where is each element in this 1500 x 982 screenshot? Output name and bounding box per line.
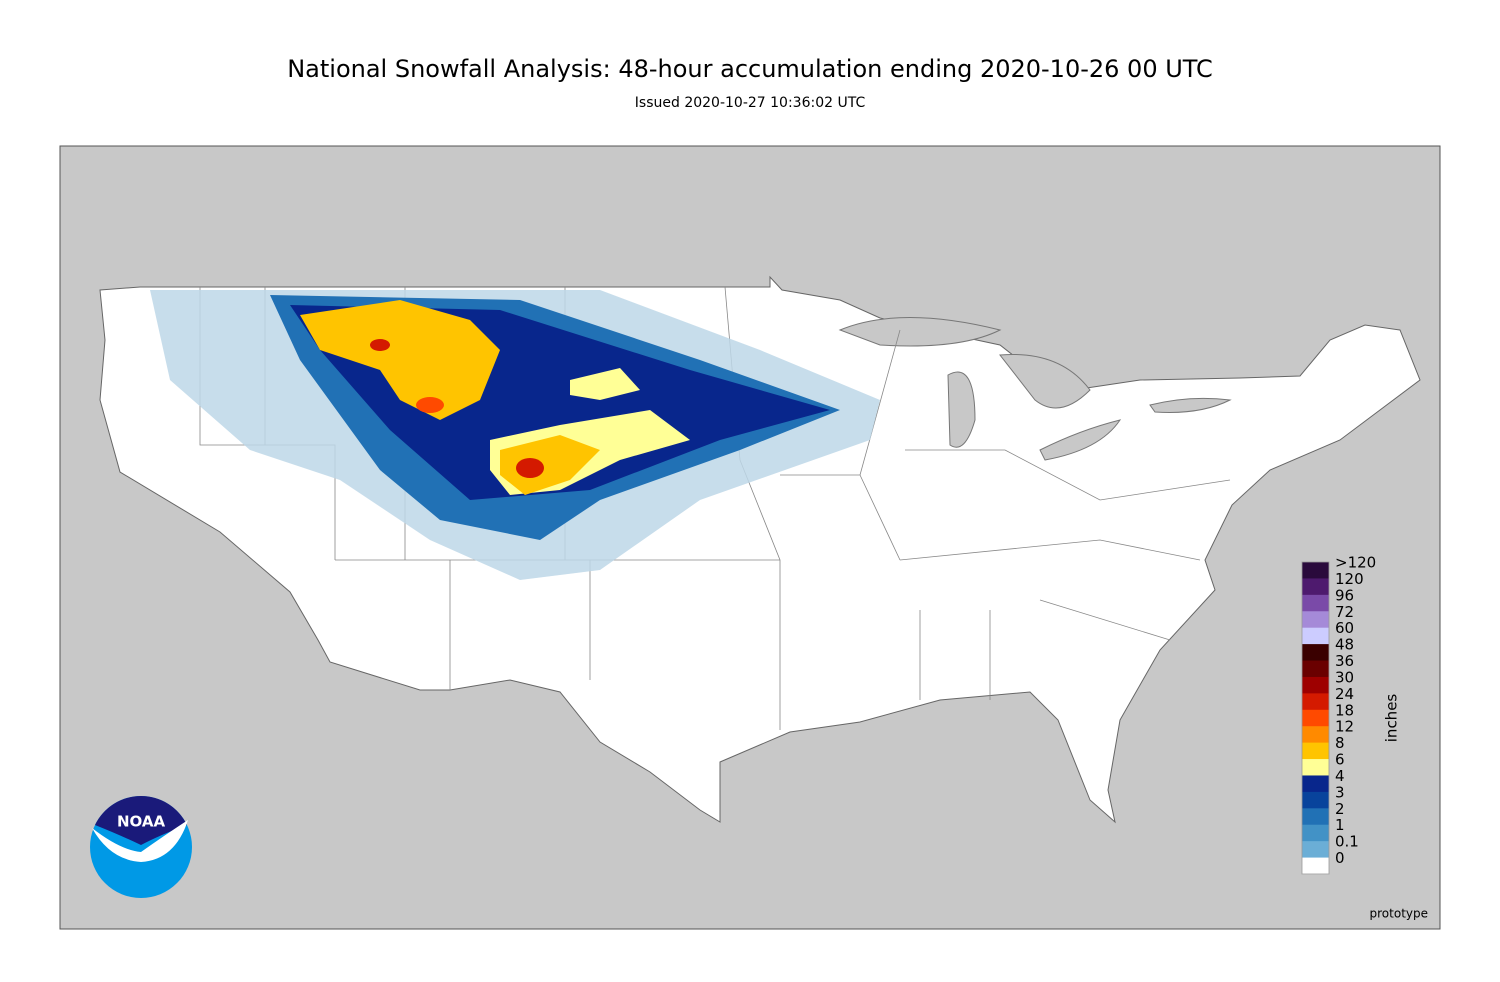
legend-swatch: [1302, 841, 1329, 859]
legend-swatch: [1302, 594, 1329, 612]
legend-label: 4: [1335, 767, 1345, 785]
legend-label: >120: [1335, 554, 1376, 572]
legend-swatch: [1302, 726, 1329, 744]
legend-label: 96: [1335, 586, 1354, 604]
noaa-logo: NOAA: [90, 796, 192, 898]
legend-label: 48: [1335, 636, 1354, 654]
legend-label: 72: [1335, 603, 1354, 621]
legend-label: 120: [1335, 570, 1364, 588]
lake-huron: [999, 353, 1091, 409]
legend-label: 36: [1335, 652, 1354, 670]
legend-swatch: [1302, 660, 1329, 678]
subtitle: Issued 2020-10-27 10:36:02 UTC: [635, 95, 866, 111]
legend-swatch: [1302, 611, 1329, 629]
legend-swatch: [1302, 676, 1329, 694]
legend-label: 8: [1335, 734, 1345, 752]
legend-label: 24: [1335, 685, 1354, 703]
title: National Snowfall Analysis: 48-hour accu…: [287, 55, 1213, 83]
map: [59, 145, 1441, 930]
legend-label: 6: [1335, 751, 1345, 769]
legend-unit: inches: [1383, 694, 1401, 743]
lake-ontario: [1149, 397, 1232, 413]
legend-label: 3: [1335, 783, 1345, 801]
legend-swatch: [1302, 775, 1329, 793]
legend-swatch: [1302, 791, 1329, 809]
footer-note: prototype: [1370, 907, 1428, 921]
logo-bird: [92, 820, 188, 862]
legend-swatch: [1302, 808, 1329, 826]
legend-label: 12: [1335, 718, 1354, 736]
legend-label: 2: [1335, 800, 1345, 818]
lake-superior: [838, 317, 1002, 347]
legend-swatch: [1302, 562, 1329, 579]
legend-swatch: [1302, 578, 1329, 596]
legend-label: 30: [1335, 668, 1354, 686]
snowfall-areas: [150, 290, 880, 580]
legend-label: 18: [1335, 701, 1354, 719]
legend-frame: [1301, 561, 1330, 875]
legend-label: 0.1: [1335, 833, 1359, 851]
lake-michigan: [947, 371, 976, 448]
legend-swatch: [1302, 759, 1329, 776]
legend-label: 1: [1335, 816, 1345, 834]
legend-label: 60: [1335, 619, 1354, 637]
legend-swatch: [1302, 857, 1329, 875]
logo-text: NOAA: [117, 813, 166, 831]
legend-swatch: [1302, 627, 1329, 645]
lake-erie: [1039, 419, 1122, 461]
great-lakes: [838, 317, 1232, 461]
logo-top: [95, 796, 187, 845]
legend-label: 0: [1335, 849, 1345, 867]
legend-swatch: [1302, 742, 1329, 760]
legend-swatch: [1302, 644, 1329, 662]
legend-swatch: [1302, 693, 1329, 711]
legend-swatch: [1302, 709, 1329, 727]
legend-swatch: [1302, 824, 1329, 842]
